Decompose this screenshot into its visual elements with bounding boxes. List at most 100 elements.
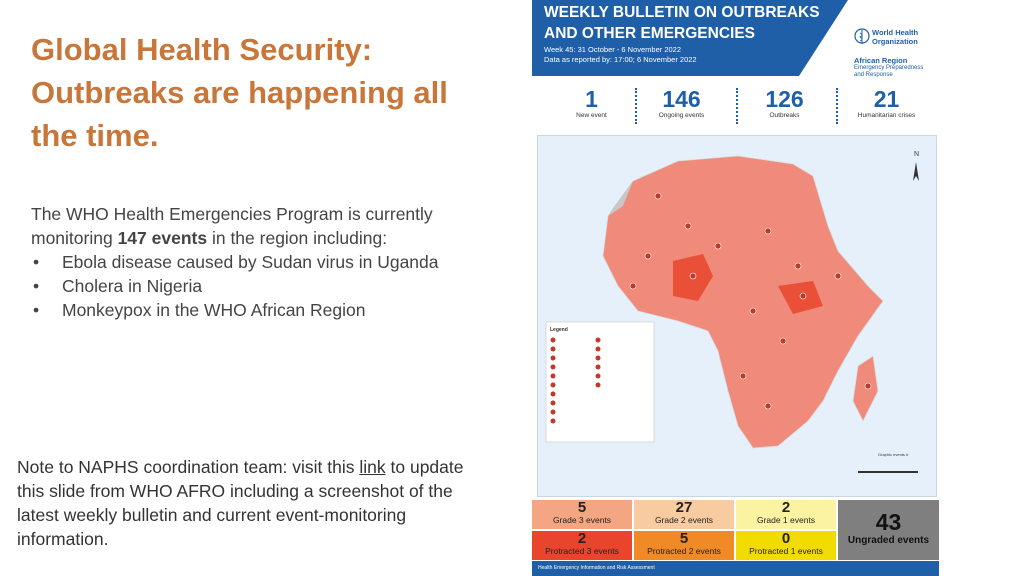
event-marker bbox=[629, 282, 637, 290]
legend-swatch bbox=[550, 364, 556, 370]
protracted-3-box: 2 Protracted 3 events bbox=[532, 531, 632, 560]
legend-swatch bbox=[595, 382, 601, 388]
event-markers bbox=[629, 192, 872, 410]
stat-label: Outbreaks bbox=[769, 112, 800, 119]
weekly-bulletin-screenshot: WEEKLY BULLETIN ON OUTBREAKS AND OTHER E… bbox=[532, 0, 939, 576]
event-marker bbox=[689, 272, 697, 280]
legend-swatch bbox=[595, 346, 601, 352]
bulletin-header: WEEKLY BULLETIN ON OUTBREAKS AND OTHER E… bbox=[532, 0, 939, 79]
bulletin-stats: 1 New event 146 Ongoing events 126 Outbr… bbox=[532, 86, 939, 130]
ungraded-label: Ungraded events bbox=[847, 535, 930, 546]
coordination-note: Note to NAPHS coordination team: visit t… bbox=[17, 455, 487, 551]
event-marker bbox=[684, 222, 692, 230]
event-marker bbox=[764, 227, 772, 235]
event-marker bbox=[764, 402, 772, 410]
grade-label: Grade 2 events bbox=[654, 515, 714, 525]
event-marker bbox=[864, 382, 872, 390]
madagascar-shape bbox=[852, 355, 879, 422]
legend-swatch bbox=[550, 355, 556, 361]
stat-value: 1 bbox=[585, 86, 598, 112]
scale-label: Graphic events # bbox=[878, 452, 909, 457]
event-marker bbox=[799, 292, 807, 300]
africa-map: N Legend bbox=[537, 135, 937, 497]
event-marker bbox=[779, 337, 787, 345]
legend-swatches bbox=[550, 337, 601, 424]
who-org-name: World Health Organization bbox=[872, 28, 939, 46]
event-list: Ebola disease caused by Sudan virus in U… bbox=[31, 250, 501, 322]
bulletin-week: Week 45: 31 October - 6 November 2022 bbox=[544, 45, 682, 54]
stat-outbreaks: 126 Outbreaks bbox=[737, 86, 832, 120]
event-marker bbox=[834, 272, 842, 280]
legend-swatch bbox=[550, 382, 556, 388]
grade-value: 2 bbox=[577, 530, 587, 547]
event-list-item: Cholera in Nigeria bbox=[31, 274, 501, 298]
grade-value: 2 bbox=[781, 499, 791, 516]
stat-value: 126 bbox=[765, 86, 804, 112]
bulletin-title-line1: WEEKLY BULLETIN ON OUTBREAKS bbox=[544, 4, 820, 21]
event-marker bbox=[644, 252, 652, 260]
event-marker bbox=[749, 307, 757, 315]
bulletin-title-line2: AND OTHER EMERGENCIES bbox=[544, 25, 755, 42]
afro-link[interactable]: link bbox=[359, 457, 386, 477]
legend-swatch bbox=[550, 346, 556, 352]
intro-text-pre: The WHO Health Emergencies Program is cu… bbox=[31, 204, 433, 248]
stat-ongoing-events: 146 Ongoing events bbox=[634, 86, 729, 120]
event-marker bbox=[739, 372, 747, 380]
slide-body: The WHO Health Emergencies Program is cu… bbox=[31, 202, 501, 322]
bulletin-dates: Week 45: 31 October - 6 November 2022 Da… bbox=[544, 45, 697, 65]
legend-swatch bbox=[550, 400, 556, 406]
compass-label: N bbox=[914, 151, 919, 158]
event-list-item: Monkeypox in the WHO African Region bbox=[31, 298, 501, 322]
legend-swatch bbox=[595, 355, 601, 361]
grade-value: 27 bbox=[675, 499, 693, 516]
legend-swatch bbox=[550, 391, 556, 397]
africa-map-graphic: N Legend bbox=[545, 151, 919, 473]
legend-swatch bbox=[550, 373, 556, 379]
legend-swatch bbox=[595, 364, 601, 370]
compass-arrow-icon bbox=[913, 162, 919, 181]
intro-text: The WHO Health Emergencies Program is cu… bbox=[31, 202, 501, 250]
grade-label: Grade 1 events bbox=[756, 515, 816, 525]
legend-swatch bbox=[550, 337, 556, 343]
ungraded-box: 43 Ungraded events bbox=[838, 500, 939, 560]
event-marker bbox=[654, 192, 662, 200]
legend-swatch bbox=[550, 409, 556, 415]
grade-label: Protracted 2 events bbox=[647, 546, 721, 556]
who-region: African Region Emergency Preparedness an… bbox=[854, 56, 934, 79]
grade-value: 5 bbox=[577, 499, 587, 516]
africa-continent-shape bbox=[602, 155, 884, 449]
grade-label: Protracted 1 events bbox=[749, 546, 823, 556]
protracted-2-box: 5 Protracted 2 events bbox=[634, 531, 734, 560]
legend-swatch bbox=[550, 418, 556, 424]
note-text-pre: Note to NAPHS coordination team: visit t… bbox=[17, 457, 360, 477]
grey-region-shape bbox=[608, 181, 633, 216]
legend-swatch bbox=[595, 337, 601, 343]
protracted-1-box: 0 Protracted 1 events bbox=[736, 531, 836, 560]
event-list-item: Ebola disease caused by Sudan virus in U… bbox=[31, 250, 501, 274]
grade-value: 5 bbox=[679, 530, 689, 547]
stat-separator bbox=[635, 88, 637, 124]
bulletin-title: WEEKLY BULLETIN ON OUTBREAKS AND OTHER E… bbox=[544, 2, 820, 44]
stat-new-events: 1 New event bbox=[544, 86, 639, 120]
legend-box bbox=[545, 321, 655, 443]
grade-1-box: 2 Grade 1 events bbox=[736, 500, 836, 529]
intro-text-post: in the region including: bbox=[207, 228, 388, 248]
event-marker bbox=[714, 242, 722, 250]
stat-separator bbox=[736, 88, 738, 124]
grade-summary: 5 Grade 3 events 27 Grade 2 events 2 Gra… bbox=[532, 500, 939, 560]
ungraded-value: 43 bbox=[875, 509, 902, 535]
note-text-post: to update this slide from WHO AFRO inclu… bbox=[17, 457, 464, 549]
slide-title: Global Health Security: Outbreaks are ha… bbox=[31, 32, 448, 153]
grade-label: Grade 3 events bbox=[552, 515, 612, 525]
scale-bar bbox=[858, 471, 918, 473]
stat-label: New event bbox=[576, 112, 607, 119]
legend-swatch bbox=[595, 373, 601, 379]
legend-title: Legend bbox=[550, 327, 568, 333]
event-marker bbox=[794, 262, 802, 270]
stat-value: 21 bbox=[873, 86, 900, 112]
who-logo-icon bbox=[854, 28, 870, 44]
stat-value: 146 bbox=[662, 86, 701, 112]
grade-3-box: 5 Grade 3 events bbox=[532, 500, 632, 529]
bulletin-reported: Data as reported by: 17:00; 6 November 2… bbox=[544, 55, 697, 64]
org-line2: Organization bbox=[872, 37, 918, 46]
